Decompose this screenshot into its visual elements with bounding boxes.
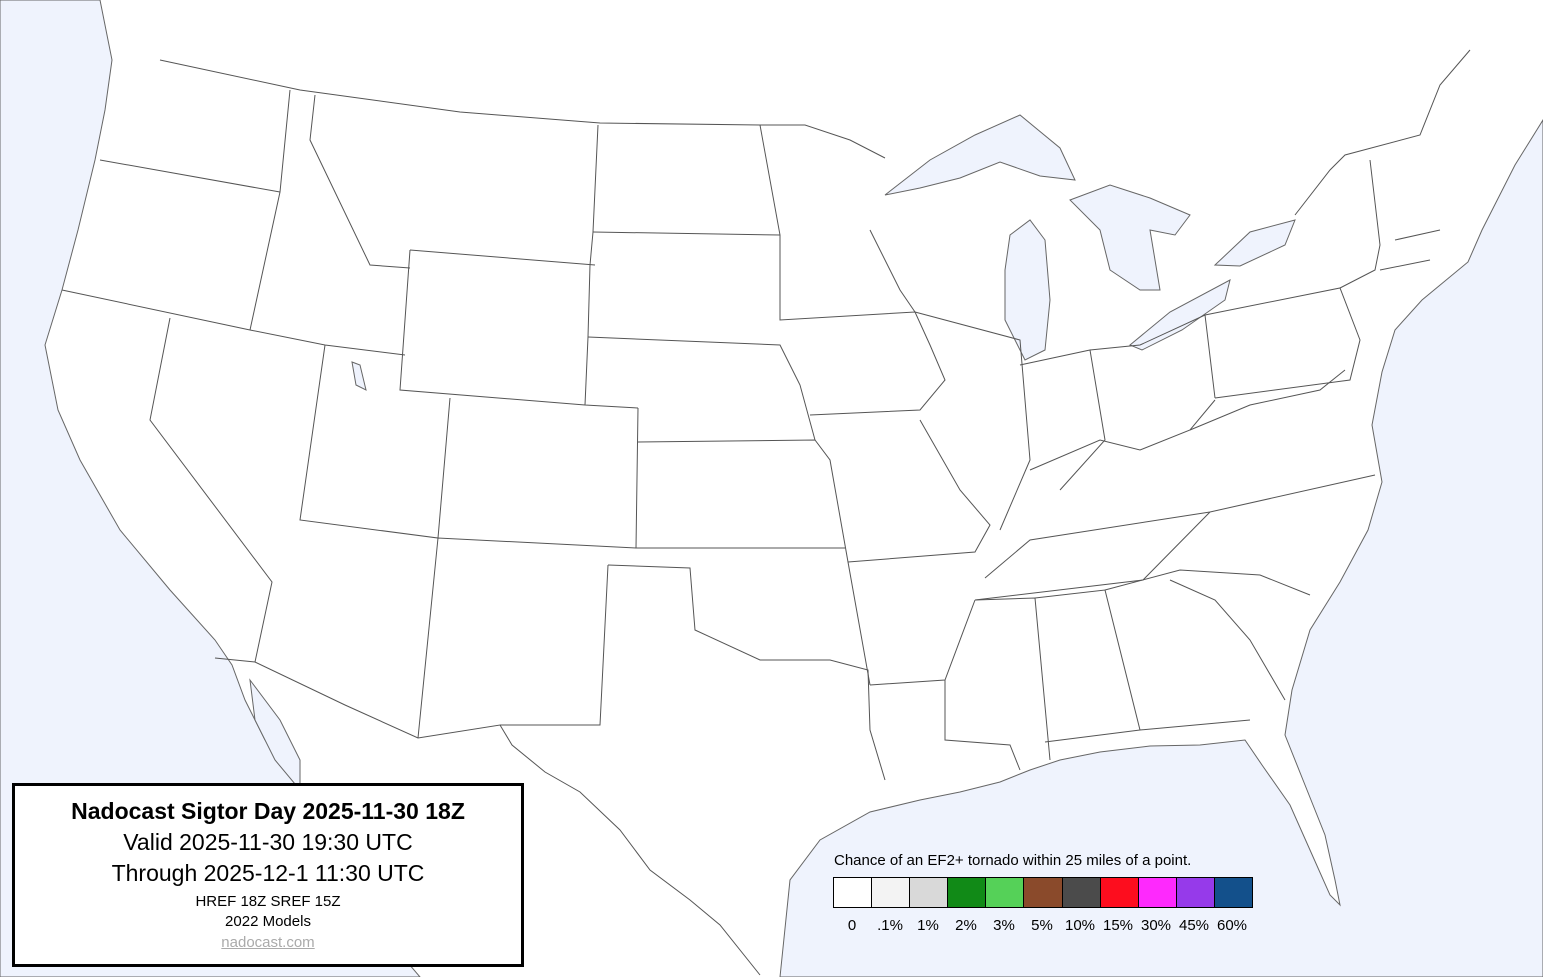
canada-border: [159, 59, 886, 159]
legend-label: 60%: [1216, 917, 1248, 934]
probability-legend: Chance of an EF2+ tornado within 25 mile…: [833, 852, 1253, 934]
lake-michigan: [1004, 219, 1051, 361]
valid-time: Valid 2025-11-30 19:30 UTC: [123, 829, 413, 855]
state-borders: [61, 89, 1441, 781]
legend-label: 5%: [1031, 917, 1053, 934]
legend-swatch: [1024, 878, 1063, 907]
legend-label: 45%: [1178, 917, 1210, 934]
legend-swatch: [948, 878, 987, 907]
legend-swatch: [910, 878, 949, 907]
legend-label: 0: [847, 917, 857, 934]
nadocast-link[interactable]: nadocast.com: [221, 934, 315, 951]
forecast-title: Nadocast Sigtor Day 2025-11-30 18Z: [71, 798, 465, 824]
legend-swatch: [1062, 878, 1101, 907]
gulf-of-mexico-and-atlantic: [779, 119, 1543, 977]
legend-swatch: [872, 878, 911, 907]
legend-label: 15%: [1102, 917, 1134, 934]
legend-label: 3%: [993, 917, 1015, 934]
legend-swatch: [1214, 878, 1253, 907]
lake-ontario: [1213, 219, 1296, 267]
canada-border-east: [1294, 49, 1471, 216]
legend-swatch: [1100, 878, 1139, 907]
legend-swatches: [833, 877, 1253, 908]
model-version: 2022 Models: [225, 913, 311, 930]
legend-label: 10%: [1064, 917, 1096, 934]
model-runs: HREF 18Z SREF 15Z: [195, 893, 341, 910]
legend-swatch: [834, 878, 873, 907]
lake-huron: [1069, 184, 1191, 291]
through-time: Through 2025-12-1 11:30 UTC: [111, 860, 425, 886]
legend-label: 30%: [1140, 917, 1172, 934]
legend-label: 1%: [917, 917, 939, 934]
title-box: Nadocast Sigtor Day 2025-11-30 18Z Valid…: [12, 783, 524, 967]
legend-label: 2%: [955, 917, 977, 934]
legend-swatch: [986, 878, 1025, 907]
great-salt-lake: [351, 361, 367, 391]
legend-swatch: [1138, 878, 1177, 907]
international-borders: [159, 49, 1471, 976]
mexico-border: [214, 657, 761, 976]
legend-swatch: [1176, 878, 1215, 907]
lake-superior: [884, 114, 1076, 196]
legend-caption: Chance of an EF2+ tornado within 25 mile…: [834, 852, 1192, 869]
lake-erie: [1129, 279, 1231, 351]
legend-label: .1%: [877, 917, 903, 934]
legend-labels: 0 .1% 1% 2% 3% 5% 10% 15% 30% 45% 60%: [833, 917, 1251, 934]
